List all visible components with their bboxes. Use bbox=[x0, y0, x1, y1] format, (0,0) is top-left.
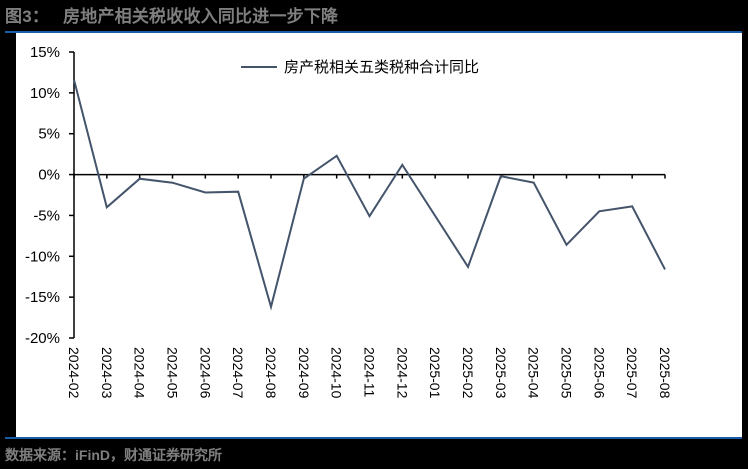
y-tick-label: -15% bbox=[25, 289, 60, 306]
figure-title: 图3： 房地产相关税收收入同比进一步下降 bbox=[5, 5, 338, 29]
x-tick-label: 2025-05 bbox=[559, 347, 575, 399]
top-rule bbox=[5, 31, 742, 33]
y-tick-label: 10% bbox=[30, 85, 60, 102]
x-tick-label: 2025-04 bbox=[526, 347, 542, 399]
legend: 房产税相关五类税种合计同比 bbox=[241, 58, 479, 76]
x-tick-label: 2025-07 bbox=[624, 347, 640, 399]
x-tick-label: 2024-08 bbox=[263, 347, 279, 399]
x-tick-label: 2024-09 bbox=[296, 347, 312, 399]
y-axis: 15% 10% 5% 0% -5% -10% -15% -20% bbox=[25, 44, 75, 347]
x-tick-label: 2024-07 bbox=[230, 347, 246, 399]
y-tick-label: -10% bbox=[25, 248, 60, 265]
x-tick-label: 2024-02 bbox=[66, 347, 82, 399]
x-tick-label: 2024-10 bbox=[329, 347, 345, 399]
y-tick-label: -5% bbox=[33, 207, 60, 224]
x-tick-label: 2025-01 bbox=[427, 347, 443, 399]
y-tick-label: 0% bbox=[38, 167, 60, 184]
figure-title-text: 房地产相关税收收入同比进一步下降 bbox=[63, 7, 339, 26]
figure-number: 图3： bbox=[5, 7, 50, 26]
x-axis: 2024-02 2024-03 2024-04 2024-05 2024-06 2024-… bbox=[66, 173, 673, 399]
chart-panel bbox=[16, 33, 742, 437]
y-tick-label: 5% bbox=[38, 126, 60, 143]
x-tick-label: 2025-03 bbox=[493, 347, 509, 399]
x-tick-label: 2024-12 bbox=[394, 347, 410, 399]
y-tick-label: -20% bbox=[25, 330, 60, 347]
legend-label: 房产税相关五类税种合计同比 bbox=[284, 58, 479, 76]
series-line bbox=[73, 79, 666, 311]
x-tick-label: 2024-06 bbox=[197, 347, 213, 399]
x-tick-label: 2024-04 bbox=[132, 347, 148, 399]
x-tick-label: 2025-08 bbox=[657, 347, 673, 399]
bottom-rule bbox=[5, 437, 742, 439]
x-tick-label: 2024-11 bbox=[362, 347, 378, 398]
x-tick-label: 2025-06 bbox=[591, 347, 607, 399]
x-tick-label: 2024-03 bbox=[99, 347, 115, 399]
x-tick-label: 2025-02 bbox=[460, 347, 476, 399]
x-tick-label: 2024-05 bbox=[165, 347, 181, 399]
series-polyline bbox=[73, 79, 666, 311]
source-note: 数据来源：iFinD，财通证券研究所 bbox=[5, 447, 222, 463]
y-tick-label: 15% bbox=[30, 44, 60, 61]
